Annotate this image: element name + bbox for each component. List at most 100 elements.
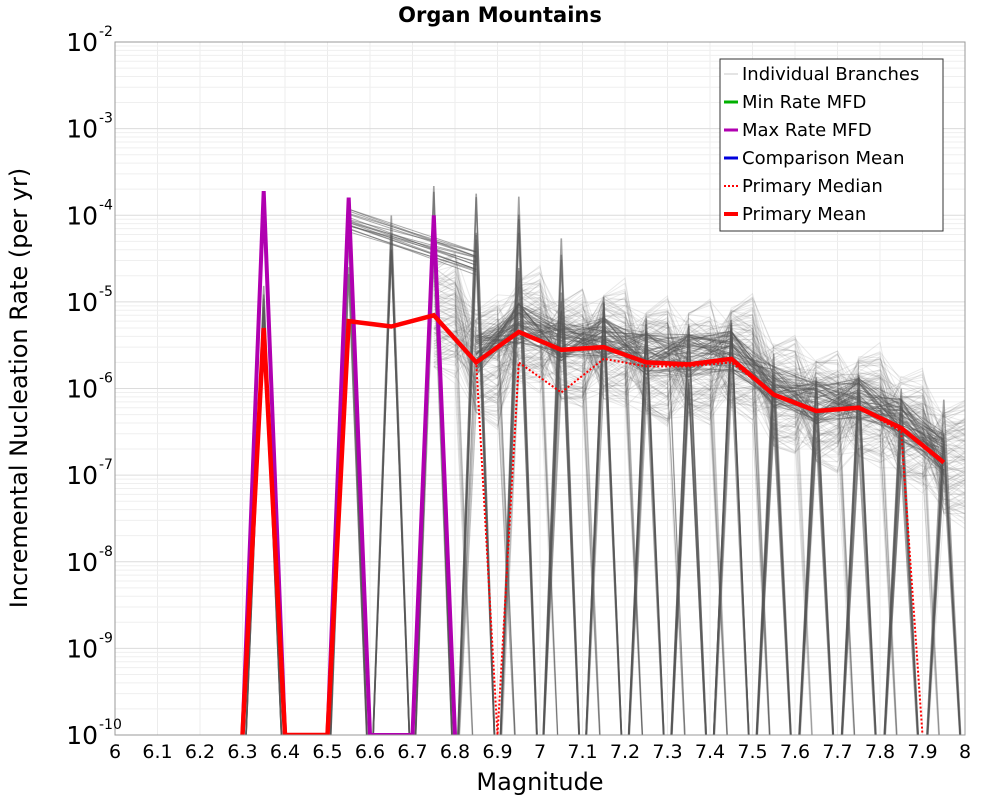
branch-line	[433, 297, 965, 735]
chart-title: Organ Mountains	[398, 3, 602, 27]
branch-line	[476, 328, 945, 443]
branch-line	[476, 328, 945, 449]
branch-line	[348, 210, 477, 257]
branch-line	[433, 255, 965, 735]
x-tick-label: 6.8	[440, 741, 470, 763]
branch-line	[670, 388, 707, 735]
branch-line	[433, 293, 965, 735]
branch-line	[476, 326, 945, 442]
x-tick-label: 6.6	[355, 741, 385, 763]
branch-line	[475, 305, 945, 446]
individual-branches	[245, 185, 965, 735]
y-tick-label: 10	[66, 634, 98, 663]
branch-line	[348, 228, 477, 272]
x-tick-label: 7.2	[610, 741, 640, 763]
legend-label: Individual Branches	[742, 64, 919, 85]
branch-line	[475, 322, 944, 453]
legend-label: Min Rate MFD	[742, 92, 866, 113]
x-tick-label: 6.4	[270, 741, 300, 763]
y-tick-label: 10	[66, 201, 98, 230]
y-tick-exponent: -6	[99, 371, 113, 387]
y-tick-exponent: -8	[99, 544, 113, 560]
branch-line	[476, 320, 945, 433]
branch-line	[756, 422, 792, 735]
branch-line	[348, 224, 477, 270]
legend: Individual Branches Min Rate MFD Max Rate …	[719, 58, 944, 232]
legend-box	[719, 58, 944, 232]
branch-line	[475, 310, 945, 473]
y-tick-exponent: -5	[99, 284, 113, 300]
branch-line	[627, 318, 665, 735]
x-tick-label: 8	[959, 741, 971, 763]
y-axis-label: Incremental Nucleation Rate (per yr)	[5, 168, 33, 608]
branch-line	[475, 319, 945, 456]
branch-line	[433, 288, 965, 735]
branch-line	[372, 249, 411, 735]
x-tick-label: 7.5	[737, 741, 767, 763]
branch-line	[457, 312, 965, 735]
x-tick-label: 7.7	[822, 741, 852, 763]
x-tick-label: 6.2	[185, 741, 215, 763]
branch-line	[433, 281, 965, 735]
branch-line	[433, 308, 965, 735]
branch-line	[457, 193, 496, 735]
branch-line	[585, 311, 623, 735]
series-primary-mean	[240, 312, 946, 735]
branch-line	[433, 287, 965, 735]
branch-line	[475, 313, 945, 441]
branch-line	[433, 299, 965, 735]
branch-line	[475, 309, 945, 443]
x-tick-label: 6.7	[397, 741, 427, 763]
legend-label: Comparison Mean	[742, 148, 905, 169]
y-tick-label: 10	[66, 721, 98, 750]
x-tick-label: 6.3	[227, 741, 257, 763]
branch-line	[433, 280, 965, 735]
legend-label: Max Rate MFD	[742, 120, 872, 141]
y-tick-exponent: -7	[99, 457, 113, 473]
branch-line	[348, 222, 477, 258]
branch-line	[840, 377, 877, 735]
branch-line	[883, 399, 919, 735]
branch-line	[476, 323, 945, 460]
y-tick-exponent: -4	[99, 197, 113, 213]
y-tick-exponent: -9	[99, 630, 113, 646]
branch-line	[475, 323, 945, 449]
branch-line	[433, 305, 965, 735]
x-tick-label: 7.8	[865, 741, 895, 763]
branch-line	[433, 304, 965, 735]
branch-line	[475, 301, 945, 452]
branch-line	[926, 435, 962, 735]
branch-line	[476, 320, 945, 466]
x-tick-label: 7.3	[652, 741, 682, 763]
y-tick-label: 10	[66, 548, 98, 577]
branch-line	[457, 257, 496, 735]
branch-line	[475, 321, 945, 467]
x-tick-label: 6.1	[142, 741, 172, 763]
y-tick-exponent: -3	[99, 111, 113, 127]
branch-line	[475, 311, 945, 469]
branch-line	[433, 267, 965, 735]
branch-line	[433, 306, 965, 735]
branch-line	[476, 331, 945, 476]
branch-line	[348, 220, 477, 263]
branch-line	[475, 303, 945, 470]
plot-area	[240, 185, 965, 735]
branch-line	[712, 334, 750, 735]
x-axis-label: Magnitude	[476, 768, 603, 796]
branch-line	[348, 231, 477, 271]
plot-frame	[114, 41, 966, 736]
branch-line	[433, 294, 965, 735]
y-tick-exponent: -10	[99, 717, 122, 733]
x-tick-label: 6.9	[482, 741, 512, 763]
legend-label: Primary Median	[742, 176, 883, 197]
branch-line	[476, 328, 944, 443]
x-tick-label: 6.5	[312, 741, 342, 763]
branch-line	[476, 327, 945, 471]
branch-line	[245, 310, 283, 735]
branch-line	[459, 331, 965, 735]
branch-line	[475, 326, 945, 460]
branch-line	[458, 323, 965, 735]
branch-line	[433, 314, 965, 735]
